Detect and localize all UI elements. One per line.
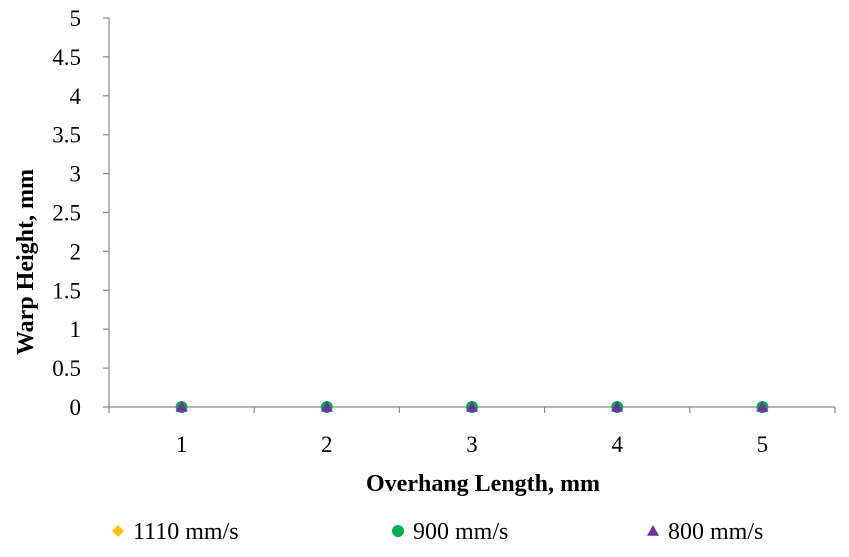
legend-label: 900 mm/s bbox=[413, 519, 508, 545]
legend-marker bbox=[392, 525, 404, 537]
data-point bbox=[611, 401, 624, 412]
y-tick-label: 2.5 bbox=[52, 201, 81, 226]
y-tick-label: 3 bbox=[70, 162, 82, 187]
legend-marker bbox=[112, 525, 124, 537]
data-points bbox=[175, 401, 769, 413]
x-tick-label: 3 bbox=[466, 432, 478, 457]
legend-label: 1110 mm/s bbox=[133, 519, 239, 545]
y-tick-label: 4.5 bbox=[52, 45, 81, 70]
x-tick-label: 1 bbox=[176, 432, 188, 457]
series-2 bbox=[175, 401, 769, 412]
y-tick-label: 0 bbox=[70, 395, 82, 420]
data-point bbox=[320, 401, 333, 412]
legend-label: 800 mm/s bbox=[668, 519, 763, 545]
x-tick-label: 2 bbox=[321, 432, 333, 457]
y-tick-label: 5 bbox=[70, 6, 82, 31]
y-tick-label: 4 bbox=[70, 84, 82, 109]
y-tick-label: 2 bbox=[70, 239, 82, 264]
x-tick-label: 4 bbox=[611, 432, 623, 457]
legend-item: 900 mm/s bbox=[392, 519, 508, 545]
x-axis-title: Overhang Length, mm bbox=[366, 471, 600, 497]
y-tick-label: 1.5 bbox=[52, 278, 81, 303]
legend-item: 1110 mm/s bbox=[112, 519, 239, 545]
x-tick-label: 5 bbox=[757, 432, 769, 457]
y-axis-ticks: 0 0.5 1 1.5 2 2.5 3 3.5 4 4.5 5 bbox=[52, 6, 109, 420]
plot-area: 0 0.5 1 1.5 2 2.5 3 3.5 4 4.5 5 1 2 3 4 5 bbox=[52, 6, 836, 457]
y-tick-label: 0.5 bbox=[52, 356, 81, 381]
x-axis-ticks: 1 2 3 4 5 bbox=[108, 407, 836, 457]
data-point bbox=[175, 401, 188, 412]
data-point bbox=[756, 401, 769, 412]
y-axis-title: Warp Height, mm bbox=[13, 169, 39, 355]
legend-item: 800 mm/s bbox=[647, 519, 763, 545]
legend-marker bbox=[647, 525, 659, 536]
y-tick-label: 3.5 bbox=[52, 123, 81, 148]
legend: 1110 mm/s 900 mm/s 800 mm/s bbox=[112, 519, 763, 545]
data-point bbox=[466, 401, 478, 412]
y-tick-label: 1 bbox=[70, 317, 82, 342]
